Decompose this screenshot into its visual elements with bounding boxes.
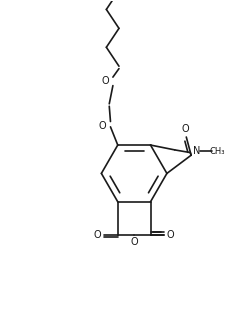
Text: O: O [181, 124, 189, 134]
Text: N: N [193, 146, 201, 156]
Text: O: O [130, 237, 138, 247]
Text: O: O [99, 121, 107, 131]
Text: O: O [94, 229, 102, 240]
Text: O: O [167, 229, 174, 240]
Text: O: O [102, 76, 110, 86]
Text: CH₃: CH₃ [210, 147, 225, 156]
